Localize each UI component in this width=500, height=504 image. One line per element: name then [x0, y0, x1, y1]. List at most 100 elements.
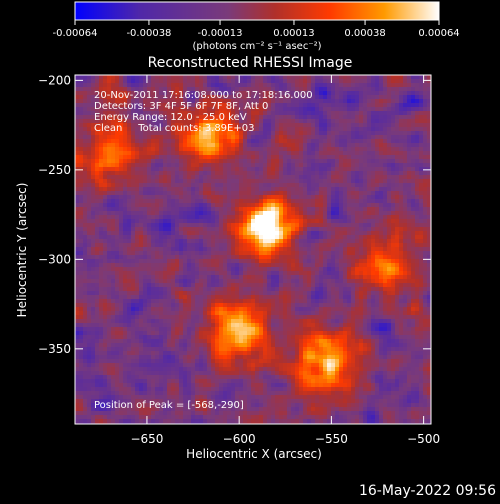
- heatmap-cell: [199, 283, 203, 287]
- heatmap-cell: [191, 263, 195, 267]
- heatmap-cell: [227, 243, 231, 247]
- heatmap-cell: [163, 247, 167, 251]
- heatmap-cell: [419, 219, 423, 223]
- heatmap-cell: [327, 163, 331, 167]
- heatmap-cell: [87, 87, 91, 91]
- heatmap-cell: [391, 223, 395, 227]
- heatmap-cell: [211, 83, 215, 87]
- heatmap-cell: [363, 123, 367, 127]
- heatmap-cell: [399, 83, 403, 87]
- heatmap-cell: [167, 267, 171, 271]
- heatmap-cell: [99, 239, 103, 243]
- heatmap-cell: [163, 79, 167, 83]
- heatmap-cell: [263, 247, 267, 251]
- heatmap-cell: [83, 127, 87, 131]
- heatmap-cell: [75, 175, 79, 179]
- heatmap-cell: [107, 211, 111, 215]
- heatmap-cell: [187, 215, 191, 219]
- heatmap-cell: [343, 151, 347, 155]
- heatmap-cell: [115, 243, 119, 247]
- heatmap-cell: [307, 227, 311, 231]
- heatmap-cell: [155, 251, 159, 255]
- heatmap-cell: [419, 143, 423, 147]
- heatmap-cell: [359, 127, 363, 131]
- heatmap-cell: [135, 279, 139, 283]
- heatmap-cell: [235, 147, 239, 151]
- heatmap-cell: [399, 127, 403, 131]
- heatmap-cell: [423, 231, 427, 235]
- heatmap-cell: [327, 147, 331, 151]
- heatmap-cell: [355, 287, 359, 291]
- heatmap-cell: [103, 235, 107, 239]
- heatmap-cell: [279, 167, 283, 171]
- colorbar-tick-label: 0.00064: [418, 28, 459, 39]
- heatmap-cell: [127, 231, 131, 235]
- heatmap-cell: [407, 151, 411, 155]
- heatmap-cell: [371, 203, 375, 207]
- heatmap-cell: [327, 171, 331, 175]
- heatmap-cell: [395, 203, 399, 207]
- heatmap-cell: [227, 167, 231, 171]
- heatmap-cell: [299, 75, 303, 79]
- heatmap-cell: [211, 163, 215, 167]
- heatmap-cell: [195, 183, 199, 187]
- heatmap-cell: [191, 167, 195, 171]
- heatmap-cell: [311, 123, 315, 127]
- heatmap-cell: [367, 239, 371, 243]
- heatmap-cell: [211, 291, 215, 295]
- heatmap-cell: [391, 123, 395, 127]
- heatmap-cell: [139, 75, 143, 79]
- heatmap-cell: [83, 183, 87, 187]
- heatmap-cell: [99, 147, 103, 151]
- heatmap-cell: [79, 159, 83, 163]
- heatmap-cell: [83, 247, 87, 251]
- heatmap-cell: [323, 131, 327, 135]
- heatmap-cell: [239, 167, 243, 171]
- heatmap-cell: [415, 107, 419, 111]
- heatmap-cell: [219, 271, 223, 275]
- heatmap-cell: [275, 167, 279, 171]
- heatmap-cell: [311, 111, 315, 115]
- heatmap-cell: [419, 215, 423, 219]
- heatmap-cell: [379, 235, 383, 239]
- heatmap-cell: [347, 95, 351, 99]
- heatmap-cell: [107, 291, 111, 295]
- heatmap-cell: [399, 159, 403, 163]
- heatmap-cell: [355, 283, 359, 287]
- heatmap-cell: [75, 227, 79, 231]
- heatmap-cell: [251, 275, 255, 279]
- heatmap-cell: [227, 227, 231, 231]
- heatmap-cell: [291, 231, 295, 235]
- heatmap-cell: [379, 147, 383, 151]
- heatmap-cell: [311, 135, 315, 139]
- heatmap-cell: [319, 83, 323, 87]
- heatmap-cell: [267, 267, 271, 271]
- heatmap-cell: [163, 139, 167, 143]
- heatmap-cell: [111, 235, 115, 239]
- heatmap-cell: [87, 143, 91, 147]
- heatmap-cell: [95, 207, 99, 211]
- heatmap-cell: [275, 191, 279, 195]
- heatmap-cell: [351, 239, 355, 243]
- heatmap-cell: [167, 179, 171, 183]
- heatmap-cell: [247, 79, 251, 83]
- heatmap-cell: [303, 167, 307, 171]
- heatmap-cell: [371, 247, 375, 251]
- heatmap-cell: [355, 115, 359, 119]
- heatmap-cell: [299, 231, 303, 235]
- heatmap-cell: [395, 195, 399, 199]
- heatmap-cell: [167, 143, 171, 147]
- heatmap-cell: [355, 279, 359, 283]
- heatmap-cell: [215, 219, 219, 223]
- heatmap-cell: [203, 139, 207, 143]
- heatmap-cell: [87, 219, 91, 223]
- heatmap-cell: [107, 135, 111, 139]
- heatmap-cell: [75, 171, 79, 175]
- heatmap-cell: [407, 283, 411, 287]
- heatmap-cell: [131, 155, 135, 159]
- heatmap-cell: [259, 187, 263, 191]
- heatmap-cell: [207, 247, 211, 251]
- heatmap-cell: [419, 171, 423, 175]
- heatmap-cell: [207, 183, 211, 187]
- heatmap-cell: [271, 143, 275, 147]
